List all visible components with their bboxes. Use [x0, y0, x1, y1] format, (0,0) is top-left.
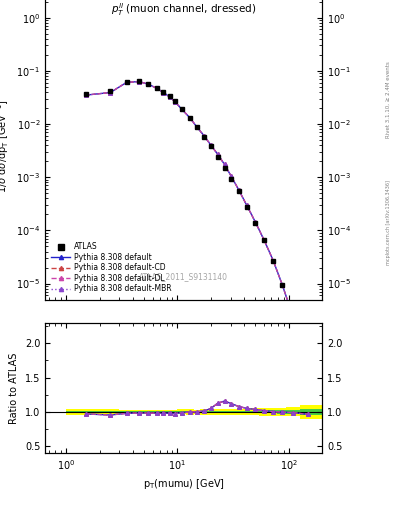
Text: ATLAS_2011_S9131140: ATLAS_2011_S9131140	[139, 272, 228, 281]
Text: Rivet 3.1.10, ≥ 2.4M events: Rivet 3.1.10, ≥ 2.4M events	[386, 61, 391, 138]
X-axis label: p$_\mathrm{T}$(mumu) [GeV]: p$_\mathrm{T}$(mumu) [GeV]	[143, 477, 225, 492]
Y-axis label: Ratio to ATLAS: Ratio to ATLAS	[9, 352, 19, 423]
Text: mcplots.cern.ch [arXiv:1306.3436]: mcplots.cern.ch [arXiv:1306.3436]	[386, 180, 391, 265]
Y-axis label: 1/$\sigma$ d$\sigma$/dp$_\mathrm{T}$ [GeV$^{-1}$]: 1/$\sigma$ d$\sigma$/dp$_\mathrm{T}$ [Ge…	[0, 99, 11, 193]
Legend: ATLAS, Pythia 8.308 default, Pythia 8.308 default-CD, Pythia 8.308 default-DL, P: ATLAS, Pythia 8.308 default, Pythia 8.30…	[49, 240, 174, 296]
Text: $p_T^{ll}$ (muon channel, dressed): $p_T^{ll}$ (muon channel, dressed)	[111, 2, 257, 18]
